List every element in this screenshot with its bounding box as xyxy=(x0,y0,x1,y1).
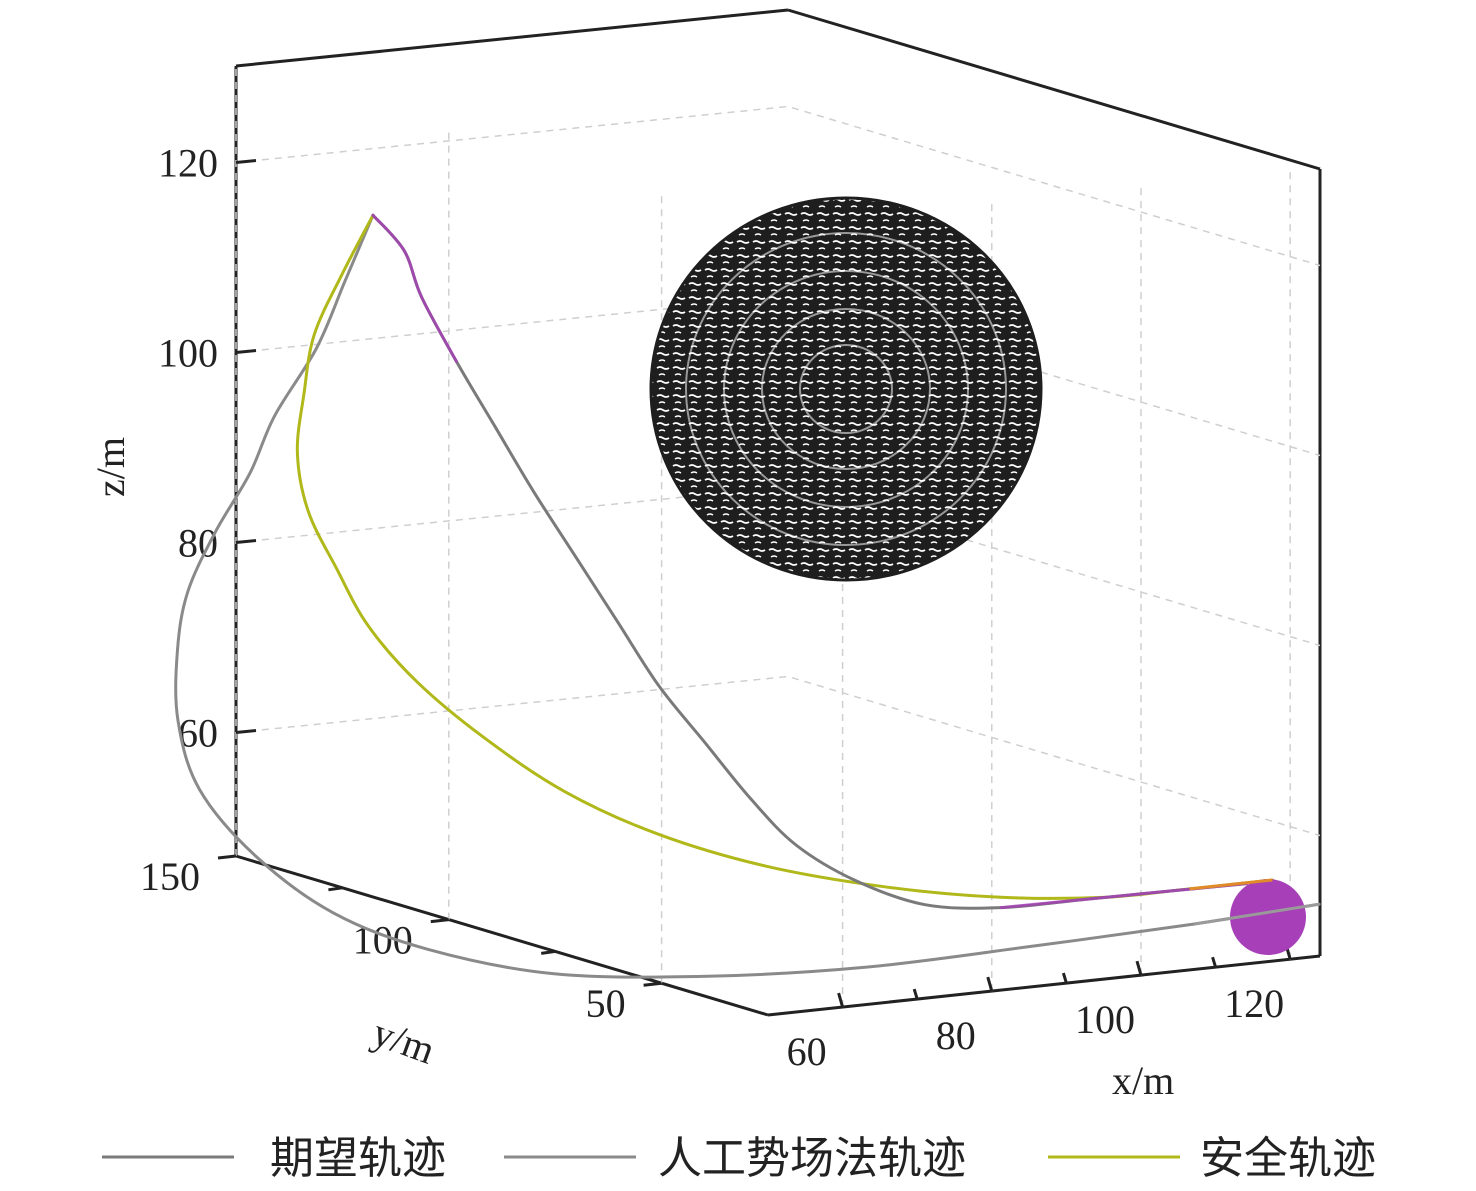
box-top-left-edge xyxy=(235,8,789,68)
z-gridline xyxy=(235,105,1321,267)
y-tick-mark xyxy=(430,918,449,924)
x-tick-label: 80 xyxy=(936,1013,976,1058)
legend: 期望轨迹 人工势场法轨迹 安全轨迹 xyxy=(102,1134,1376,1183)
apf-traj-goal-segment xyxy=(1194,902,1320,926)
legend-label-1: 期望轨迹 xyxy=(270,1134,446,1183)
z-tick-label: 100 xyxy=(158,331,218,376)
obstacle-sphere xyxy=(649,196,1043,582)
series-line-3 xyxy=(295,213,1274,900)
z-tick-label: 120 xyxy=(158,141,218,186)
y-minor-tick xyxy=(328,886,343,892)
box-top-right-edge xyxy=(787,8,1321,171)
grid-layer xyxy=(235,66,1321,1008)
legend-label-3: 安全轨迹 xyxy=(1200,1134,1376,1183)
x-axis-label: x/m xyxy=(1112,1058,1174,1103)
y-tick-mark xyxy=(643,981,662,987)
z-gridline xyxy=(235,675,1321,837)
z-tick-mark xyxy=(235,729,257,734)
x-minor-tick xyxy=(912,988,919,1000)
y-tick-label: 50 xyxy=(586,981,626,1026)
legend-label-2: 人工势场法轨迹 xyxy=(658,1134,966,1183)
x-tick-label: 120 xyxy=(1224,981,1284,1026)
y-minor-tick xyxy=(540,949,556,955)
y-axis-line xyxy=(235,854,769,1017)
z-tick-mark xyxy=(235,349,257,354)
goal-sphere xyxy=(1230,879,1306,955)
z-tick-mark xyxy=(235,539,257,544)
safe-traj-goal-segment xyxy=(1189,878,1273,891)
y-axis-label: y/m xyxy=(367,1009,441,1073)
z-gridline xyxy=(235,485,1321,647)
x-tick-label: 100 xyxy=(1075,997,1135,1042)
x-tick-mark xyxy=(986,976,994,992)
z-axis-label: z/m xyxy=(88,437,133,497)
x-tick-mark xyxy=(837,992,845,1008)
x-tick-label: 60 xyxy=(787,1029,827,1074)
x-axis-line xyxy=(767,954,1321,1017)
x-minor-tick xyxy=(1061,972,1068,984)
z-gridline xyxy=(235,295,1321,457)
z-tick-mark xyxy=(235,159,257,164)
series-1-accent-start xyxy=(371,213,458,363)
y-tick-label: 100 xyxy=(353,918,413,963)
y-tick-label: 150 xyxy=(140,854,200,899)
x-tick-mark xyxy=(1135,960,1143,976)
y-tick-mark xyxy=(217,854,237,860)
goal-overlay-lines xyxy=(1189,878,1320,926)
z-tick-label: 80 xyxy=(178,521,218,566)
series-line-2 xyxy=(174,213,1321,979)
x-minor-tick xyxy=(1211,956,1218,968)
series-layer xyxy=(174,213,1321,979)
